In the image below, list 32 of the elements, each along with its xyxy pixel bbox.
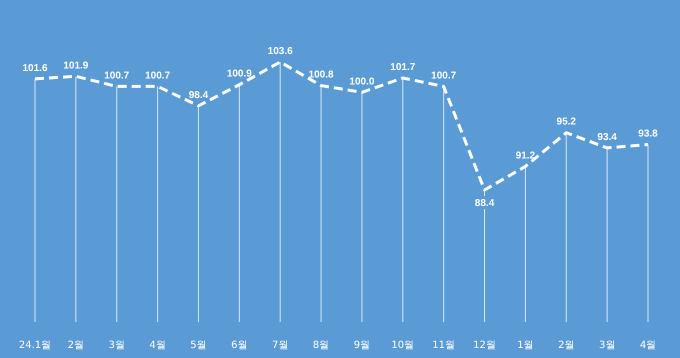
data-label: 100.7	[431, 70, 457, 82]
data-label: 91.2	[516, 150, 536, 162]
x-tick-label: 3월	[108, 340, 125, 351]
x-tick-label: 24.1월	[18, 340, 52, 351]
x-tick-label: 4월	[640, 340, 656, 351]
x-tick-label: 12월	[473, 340, 496, 351]
x-tick-label: 3월	[598, 340, 616, 351]
data-label: 101.9	[63, 60, 89, 72]
data-label: 100.7	[145, 70, 171, 82]
data-label: 101.6	[22, 62, 48, 74]
x-tick-label: 10월	[391, 340, 414, 351]
x-tick-label: 1월	[517, 340, 534, 351]
x-tick-label: 2월	[68, 340, 84, 351]
x-tick-label: 4월	[149, 340, 166, 351]
data-label: 100.8	[308, 70, 334, 81]
data-label: 100.9	[226, 68, 252, 80]
x-tick-label: 11월	[432, 340, 456, 351]
data-label: 100.0	[349, 76, 375, 88]
x-tick-label: 7월	[272, 340, 288, 351]
data-label: 93.8	[638, 128, 658, 140]
data-label: 98.4	[188, 90, 209, 101]
data-label: 101.7	[390, 62, 416, 73]
x-tick-label: 6월	[231, 340, 248, 351]
data-label: 88.4	[474, 198, 495, 209]
x-tick-label: 8월	[312, 340, 330, 351]
x-tick-label: 9월	[354, 340, 370, 351]
x-tick-label: 5월	[190, 340, 207, 351]
data-label: 103.6	[268, 46, 294, 57]
data-label: 100.7	[104, 70, 130, 82]
data-label: 95.2	[556, 116, 576, 128]
data-label: 93.4	[597, 132, 618, 143]
x-tick-label: 2월	[558, 340, 574, 351]
